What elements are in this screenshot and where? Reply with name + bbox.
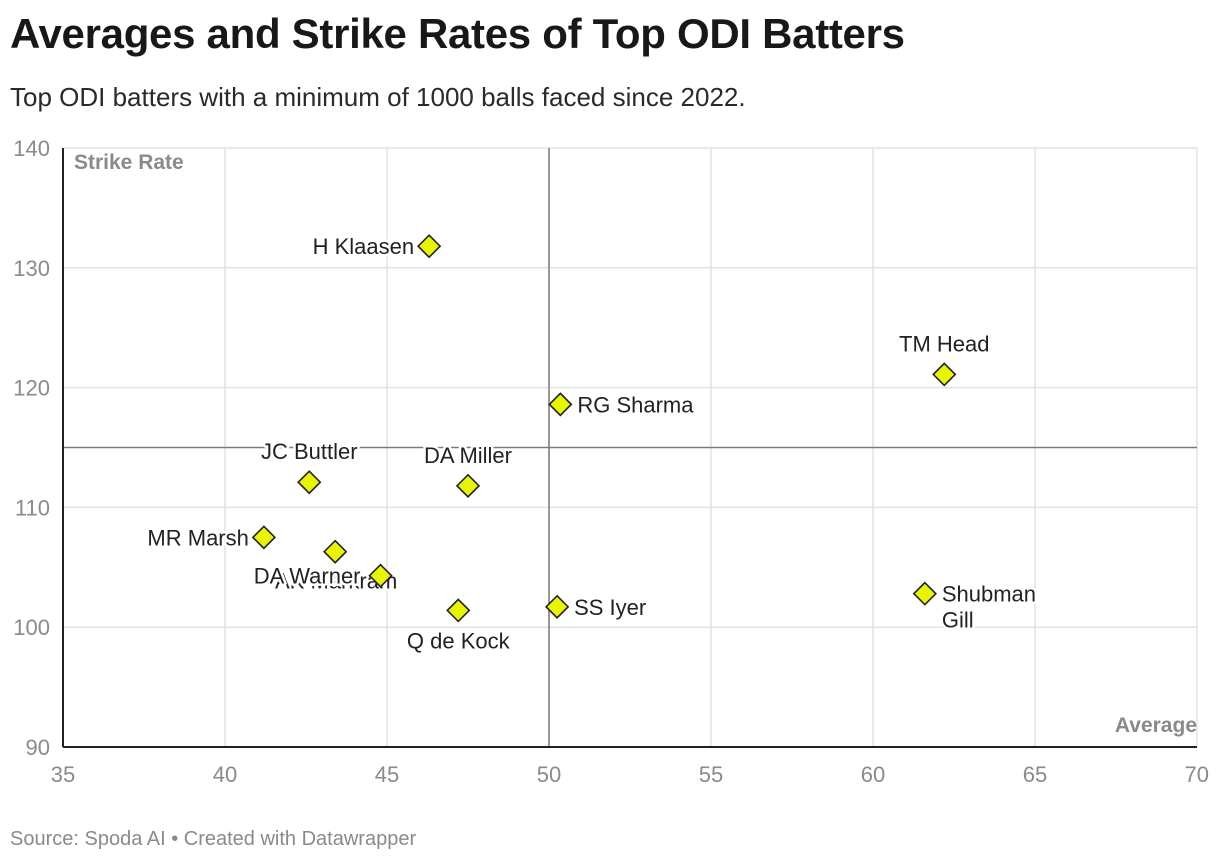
point-marker xyxy=(416,234,442,259)
chart-title: Averages and Strike Rates of Top ODI Bat… xyxy=(10,10,905,57)
data-point: DA Miller xyxy=(421,440,515,498)
point-label: Shubman Gill xyxy=(942,582,1036,633)
data-point: Q de Kock xyxy=(404,598,513,656)
point-marker xyxy=(932,362,957,387)
data-point: AK Markram xyxy=(273,539,400,596)
data-point: JC Buttler xyxy=(258,437,360,495)
point-label: JC Buttler xyxy=(261,439,358,464)
x-tick-label: 55 xyxy=(699,762,723,787)
data-point: Shubman Gill xyxy=(912,579,1039,635)
data-point: RG Sharma xyxy=(548,390,697,420)
point-label: Q de Kock xyxy=(407,628,511,653)
y-tick-label: 130 xyxy=(13,256,50,281)
x-tick-label: 45 xyxy=(375,762,399,787)
point-label: MR Marsh xyxy=(147,525,248,550)
point-marker xyxy=(297,470,322,495)
point-label: H Klaasen xyxy=(313,234,415,259)
point-marker xyxy=(548,392,573,417)
data-point: SS Iyer xyxy=(544,592,649,622)
tick-labels: 90 100 110 120 130 140 35 40 45 50 55 60 65 70 xyxy=(13,136,1209,787)
x-tick-label: 60 xyxy=(861,762,885,787)
y-tick-label: 90 xyxy=(26,735,50,760)
point-marker xyxy=(368,563,393,588)
point-label: RG Sharma xyxy=(577,392,694,417)
point-marker xyxy=(323,539,348,564)
chart-subtitle: Top ODI batters with a minimum of 1000 b… xyxy=(10,82,746,112)
x-tick-label: 50 xyxy=(537,762,561,787)
axes xyxy=(62,148,1197,748)
y-tick-label: 140 xyxy=(13,136,50,161)
y-tick-label: 100 xyxy=(13,615,50,640)
point-marker xyxy=(912,581,937,606)
y-axis-title: Strike Rate xyxy=(74,151,184,174)
data-points: H Klaasen TM Head RG Sharma JC Buttler DA Mi… xyxy=(145,232,1039,656)
data-point: MR Marsh xyxy=(145,523,277,553)
x-axis-title: Average xyxy=(1115,714,1197,737)
y-tick-label: 110 xyxy=(15,495,50,520)
x-tick-label: 65 xyxy=(1023,762,1047,787)
point-marker xyxy=(455,473,481,498)
point-label: AK Markram xyxy=(275,569,397,594)
reference-lines xyxy=(63,148,1197,747)
x-tick-label: 70 xyxy=(1185,762,1209,787)
x-tick-label: 40 xyxy=(213,762,237,787)
point-marker xyxy=(251,525,277,550)
point-label: DA Miller xyxy=(424,443,512,468)
point-marker xyxy=(544,594,570,619)
point-label: TM Head xyxy=(899,331,989,356)
point-marker xyxy=(446,598,471,623)
data-point: TM Head xyxy=(897,329,992,387)
data-point: H Klaasen xyxy=(310,232,442,262)
data-point: DA Warner xyxy=(251,561,393,591)
point-label: DA Warner xyxy=(254,564,361,589)
y-tick-label: 120 xyxy=(13,376,50,401)
point-label: SS Iyer xyxy=(574,595,646,620)
source-note: Source: Spoda AI • Created with Datawrap… xyxy=(10,828,417,850)
x-tick-label: 35 xyxy=(51,762,75,787)
